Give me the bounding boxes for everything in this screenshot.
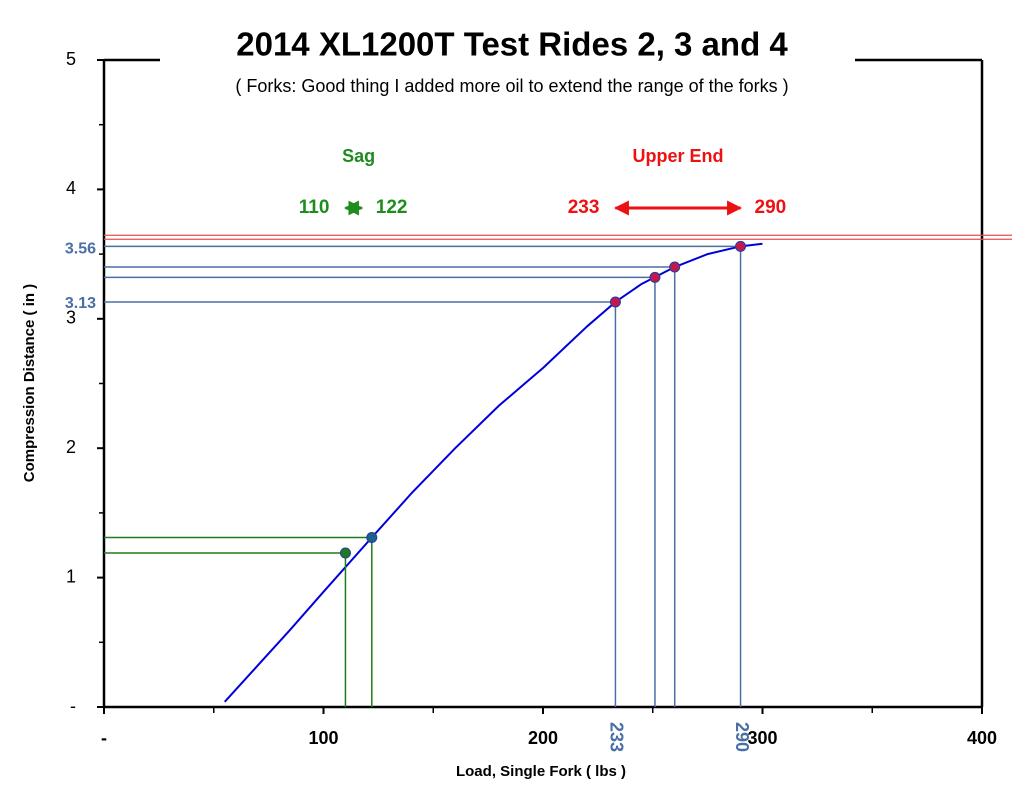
annotation-title: Sag [342, 146, 375, 166]
x-tick-label: 100 [308, 728, 338, 748]
y-value-label: 3.56 [65, 241, 96, 258]
chart-title: 2014 XL1200T Test Rides 2, 3 and 4 [236, 26, 788, 63]
x-value-label: 233 [607, 722, 627, 752]
y-tick-label: 5 [66, 49, 76, 69]
y-tick-label: 4 [66, 178, 76, 198]
data-point [735, 240, 747, 252]
data-point [339, 547, 351, 559]
x-tick-label: 200 [528, 728, 558, 748]
data-point [366, 531, 378, 543]
x-tick-label: - [101, 728, 107, 748]
x-tick-label: 300 [747, 728, 777, 748]
y-tick-label: - [70, 696, 76, 716]
annotation-title: Upper End [632, 146, 723, 166]
data-point [669, 261, 681, 273]
y-tick-label: 2 [66, 437, 76, 457]
data-point [649, 271, 661, 283]
annotation-to: 122 [376, 197, 408, 218]
y-axis-label: Compression Distance ( in ) [21, 284, 38, 482]
annotation-from: 233 [568, 197, 600, 218]
x-value-label: 290 [732, 722, 752, 752]
y-tick-label: 3 [66, 308, 76, 328]
annotation-from: 110 [299, 197, 330, 218]
x-axis-label: Load, Single Fork ( lbs ) [456, 763, 626, 780]
chart-subtitle: ( Forks: Good thing I added more oil to … [235, 76, 788, 96]
curve [223, 242, 763, 703]
y-value-label: 3.13 [65, 295, 96, 312]
annotation-to: 290 [755, 197, 787, 218]
y-tick-label: 1 [66, 566, 76, 586]
data-point [609, 296, 621, 308]
x-tick-label: 400 [967, 728, 997, 748]
